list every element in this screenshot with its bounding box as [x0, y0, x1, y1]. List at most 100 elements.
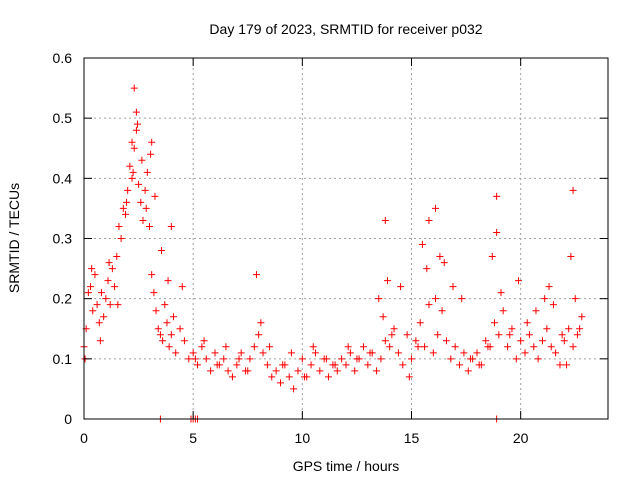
data-point	[198, 343, 206, 351]
data-point	[418, 241, 426, 249]
data-point	[96, 337, 104, 345]
data-point	[351, 367, 359, 375]
data-point	[379, 313, 387, 321]
data-point	[447, 355, 455, 363]
data-point	[386, 343, 394, 351]
data-point	[143, 168, 151, 176]
data-point	[113, 253, 121, 261]
data-point	[539, 337, 546, 345]
data-point	[493, 192, 501, 200]
data-point	[180, 337, 188, 345]
data-point	[421, 343, 429, 351]
data-point	[165, 343, 173, 351]
data-point	[207, 367, 215, 375]
data-point	[137, 198, 145, 206]
data-point	[449, 283, 457, 291]
data-point	[294, 367, 302, 375]
data-point	[495, 331, 503, 339]
data-point	[416, 319, 424, 327]
data-point	[344, 343, 352, 351]
data-point	[440, 259, 448, 267]
data-point	[117, 235, 125, 242]
data-point	[130, 144, 138, 152]
data-point	[451, 343, 459, 351]
data-point	[547, 343, 555, 351]
data-point	[364, 361, 372, 369]
data-point	[412, 337, 420, 345]
data-point	[287, 349, 295, 357]
data-point	[132, 108, 140, 116]
data-point	[466, 355, 474, 363]
data-point	[266, 343, 274, 351]
data-point	[429, 349, 437, 357]
data-point	[132, 126, 140, 134]
data-point	[108, 265, 116, 273]
axis-ticks: 0 0.1 0.2 0.3 0.4 0.5 0.6 0 5 10 15 20	[53, 50, 608, 446]
data-point	[105, 259, 113, 267]
data-point	[263, 361, 271, 369]
x-tick-label: 10	[295, 430, 311, 446]
data-point	[164, 277, 172, 285]
data-point	[141, 186, 149, 194]
data-point	[277, 379, 284, 387]
data-point	[93, 301, 101, 309]
data-point	[178, 283, 186, 291]
data-point	[194, 361, 202, 369]
data-point	[556, 361, 564, 369]
data-point	[390, 325, 398, 333]
data-point	[475, 361, 483, 369]
data-point	[148, 271, 156, 279]
y-tick-label: 0.5	[53, 110, 73, 126]
data-point	[301, 373, 309, 381]
data-point	[552, 349, 560, 357]
data-point	[170, 313, 178, 321]
data-point	[506, 331, 514, 339]
x-tick-label: 5	[189, 430, 197, 446]
y-tick-label: 0.6	[53, 50, 73, 66]
data-point	[220, 355, 228, 363]
data-point	[213, 361, 221, 369]
data-point	[244, 367, 252, 375]
data-point	[383, 277, 391, 285]
y-axis-label: SRMTID / TECUs	[6, 183, 22, 293]
data-point	[381, 216, 389, 224]
data-point	[150, 289, 158, 297]
data-point	[268, 373, 276, 381]
data-point	[158, 247, 166, 255]
data-point	[202, 355, 210, 363]
data-point	[87, 283, 95, 291]
data-point	[156, 331, 164, 339]
data-point	[138, 156, 146, 164]
data-point	[397, 283, 405, 291]
data-point	[497, 289, 505, 297]
data-point	[366, 349, 374, 357]
data-point	[167, 331, 175, 339]
data-point	[211, 349, 219, 357]
data-point	[139, 216, 147, 224]
data-point	[123, 198, 131, 206]
data-point	[482, 337, 490, 345]
data-point	[508, 325, 516, 333]
data-point	[167, 222, 175, 230]
data-point	[394, 349, 402, 357]
data-point	[228, 373, 236, 381]
data-point	[456, 361, 464, 369]
data-point	[359, 343, 367, 351]
data-point	[488, 253, 496, 261]
data-point	[532, 307, 540, 315]
data-point	[224, 367, 232, 375]
data-point	[200, 337, 208, 345]
data-point	[353, 355, 361, 363]
x-tick-label: 20	[513, 430, 529, 446]
data-point	[381, 337, 389, 345]
data-point	[104, 277, 112, 285]
y-tick-label: 0.1	[53, 351, 73, 367]
data-point	[124, 186, 132, 194]
data-point	[563, 361, 571, 369]
data-point	[176, 325, 184, 333]
data-point	[91, 271, 99, 279]
data-point	[97, 289, 105, 297]
data-point	[272, 367, 280, 375]
data-point	[130, 84, 138, 92]
